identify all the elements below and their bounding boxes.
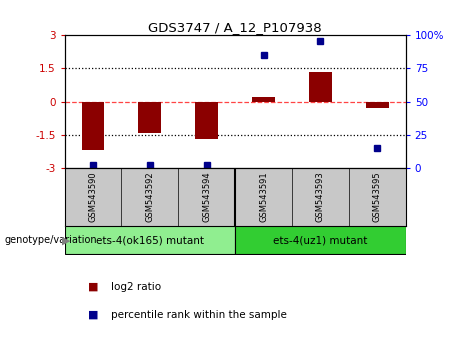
Bar xyxy=(138,102,161,133)
Bar xyxy=(195,102,218,139)
Text: GSM543591: GSM543591 xyxy=(259,171,268,222)
Text: genotype/variation: genotype/variation xyxy=(5,235,97,245)
Text: GSM543593: GSM543593 xyxy=(316,171,325,222)
Title: GDS3747 / A_12_P107938: GDS3747 / A_12_P107938 xyxy=(148,21,322,34)
Bar xyxy=(252,97,275,102)
Text: ets-4(ok165) mutant: ets-4(ok165) mutant xyxy=(96,235,204,245)
Text: log2 ratio: log2 ratio xyxy=(111,282,161,292)
Text: percentile rank within the sample: percentile rank within the sample xyxy=(111,310,287,320)
Text: GSM543594: GSM543594 xyxy=(202,171,211,222)
Bar xyxy=(235,226,406,254)
Bar xyxy=(309,72,332,102)
Text: ■: ■ xyxy=(88,310,98,320)
Text: GSM543595: GSM543595 xyxy=(373,171,382,222)
Text: ets-4(uz1) mutant: ets-4(uz1) mutant xyxy=(273,235,367,245)
Bar xyxy=(65,226,235,254)
Text: GSM543592: GSM543592 xyxy=(145,171,154,222)
Text: ▶: ▶ xyxy=(62,235,71,245)
Text: GSM543590: GSM543590 xyxy=(89,171,97,222)
Text: ■: ■ xyxy=(88,282,98,292)
Bar xyxy=(82,102,104,150)
Bar xyxy=(366,102,389,108)
